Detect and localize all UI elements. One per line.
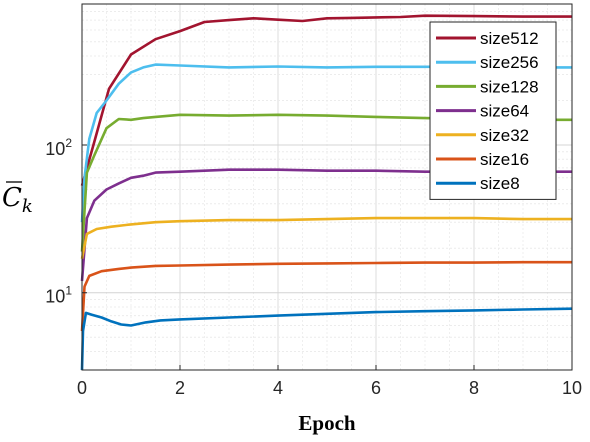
legend-label-size32: size32: [480, 126, 529, 145]
x-tick-label: 6: [371, 378, 381, 398]
x-tick-label: 10: [562, 378, 582, 398]
series-line-size32: [80, 216, 572, 259]
legend: size512 size256 size128 size64 size32 size16 s…: [429, 21, 557, 200]
legend-label-size512: size512: [480, 29, 539, 48]
legend-label-size64: size64: [480, 102, 529, 121]
y-axis-label-base: C: [2, 183, 22, 213]
legend-label-size16: size16: [480, 150, 529, 169]
plot-border: [81, 3, 573, 371]
y-tick-label: 102: [45, 136, 72, 159]
series-line-size16: [80, 260, 572, 332]
x-axis-label: Epoch: [298, 411, 356, 435]
y-tick-label-base: 10: [45, 139, 65, 159]
y-tick-label-exponent: 1: [65, 284, 72, 298]
legend-label-size8: size8: [480, 174, 520, 193]
y-tick-label-exponent: 2: [65, 136, 72, 150]
x-tick-label: 0: [77, 378, 87, 398]
y-axis-label: Ck: [2, 183, 33, 217]
legend-label-size128: size128: [480, 77, 539, 96]
x-tick-label: 8: [469, 378, 479, 398]
x-tick-label: 4: [273, 378, 283, 398]
x-tick-label: 2: [175, 378, 185, 398]
series-line-size8: [80, 307, 573, 371]
y-tick-label: 101: [45, 284, 72, 307]
legend-label-size256: size256: [480, 53, 539, 72]
y-axis-label-subscript: k: [22, 196, 33, 217]
y-tick-label-base: 10: [45, 287, 65, 307]
series-line-size512: [80, 14, 572, 187]
x-axis-ticks: 0 2 4 6 8 10: [77, 365, 582, 398]
